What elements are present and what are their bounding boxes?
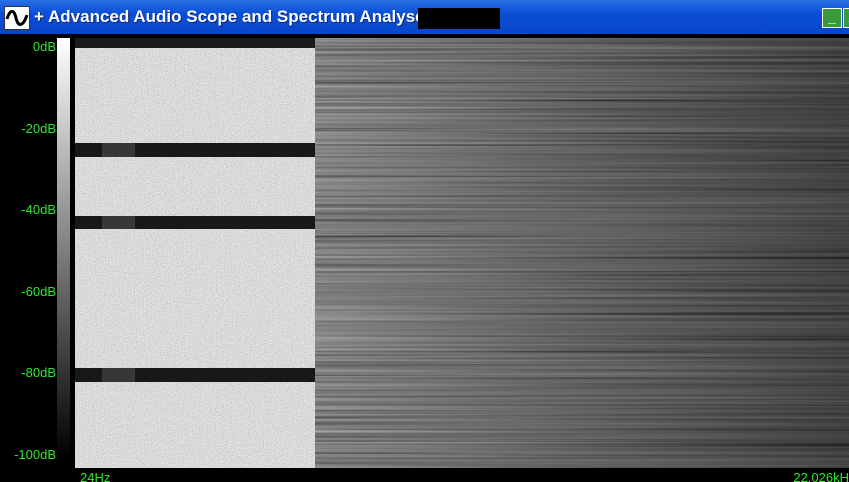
minimize-button[interactable]: _ xyxy=(822,8,842,28)
freq-label: 24Hz xyxy=(80,470,111,482)
redacted xyxy=(418,8,500,29)
db-label: -80dB xyxy=(21,365,56,381)
db-label: 0dB xyxy=(32,39,56,54)
freq-label: 22.026kH xyxy=(793,470,849,482)
db-label: -40dB xyxy=(21,202,56,218)
db-label: -100dB xyxy=(14,447,56,462)
db-label: -60dB xyxy=(21,283,56,299)
window-title: + Advanced Audio Scope and Spectrum Anal… xyxy=(34,7,442,26)
title-bar: + Advanced Audio Scope and Spectrum Anal… xyxy=(0,0,849,34)
app-icon xyxy=(4,6,30,30)
level-gradient xyxy=(57,38,70,458)
db-label: -20dB xyxy=(21,120,56,136)
low-band xyxy=(75,38,315,468)
